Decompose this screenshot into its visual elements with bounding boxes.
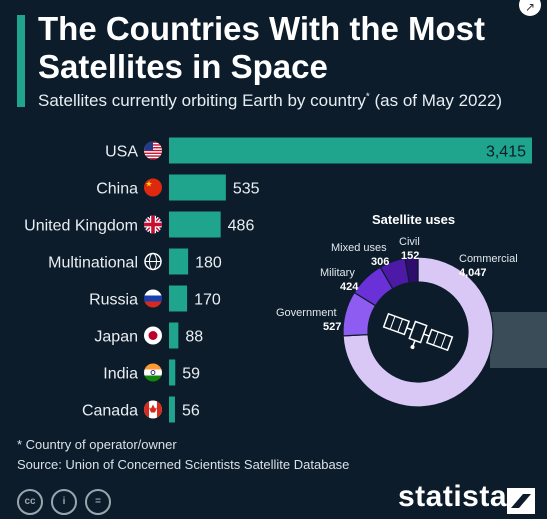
subtitle-footnote-marker: * bbox=[365, 91, 370, 103]
nd-icon[interactable]: = bbox=[85, 489, 111, 515]
footnote: * Country of operator/owner bbox=[17, 437, 177, 452]
svg-text:★: ★ bbox=[145, 180, 152, 189]
donut-label-civil: Civil bbox=[399, 236, 420, 248]
value-label: 535 bbox=[233, 181, 260, 198]
value-label: 59 bbox=[182, 366, 200, 383]
globe-icon bbox=[144, 252, 162, 271]
donut-background-band bbox=[490, 312, 547, 368]
category-label: Japan bbox=[94, 329, 138, 346]
category-label: Canada bbox=[82, 403, 138, 420]
russia-flag-icon bbox=[144, 289, 162, 308]
value-label: 3,415 bbox=[486, 144, 526, 161]
category-label: USA bbox=[105, 144, 138, 161]
source-note: Source: Union of Concerned Scientists Sa… bbox=[17, 457, 350, 472]
uk-flag-icon bbox=[144, 215, 162, 234]
category-label: Russia bbox=[89, 292, 138, 309]
value-label: 56 bbox=[182, 403, 200, 420]
bar-united-kingdom bbox=[169, 211, 221, 238]
donut-value-commercial: 4,047 bbox=[459, 267, 487, 279]
donut-slice-commercial bbox=[342, 256, 494, 408]
bar-canada bbox=[169, 396, 175, 423]
bar-india bbox=[169, 359, 176, 386]
bar-chart: USA 3,415 China ★ 535 United Kingdom 486 Multin… bbox=[24, 137, 532, 423]
cc-icon[interactable]: cc bbox=[17, 489, 43, 515]
donut-value-government: 527 bbox=[323, 321, 342, 333]
category-label: India bbox=[103, 366, 138, 383]
subtitle-date: (as of May 2022) bbox=[369, 91, 503, 110]
donut-label-military: Military bbox=[320, 267, 355, 279]
value-label: 170 bbox=[194, 292, 221, 309]
us-flag-icon bbox=[144, 141, 162, 160]
expand-icon[interactable]: ↗ bbox=[519, 0, 541, 16]
category-label: China bbox=[96, 181, 138, 198]
donut-value-mixed-uses: 306 bbox=[371, 256, 390, 268]
title-accent-bar bbox=[17, 15, 25, 107]
bar-usa bbox=[169, 137, 532, 164]
brand-logo-text[interactable]: statista bbox=[398, 480, 508, 513]
bar-multinational bbox=[169, 248, 189, 275]
donut-label-government: Government bbox=[276, 307, 337, 319]
chart-subtitle: Satellites currently orbiting Earth by c… bbox=[38, 91, 502, 111]
china-flag-icon: ★ bbox=[144, 178, 162, 197]
donut-value-civil: 152 bbox=[401, 250, 420, 262]
japan-flag-icon bbox=[144, 326, 162, 345]
donut-slice-civil bbox=[404, 256, 419, 284]
value-label: 180 bbox=[195, 255, 222, 272]
bar-china bbox=[169, 174, 226, 201]
donut-label-mixed-uses: Mixed uses bbox=[331, 242, 387, 254]
donut-label-commercial: Commercial bbox=[459, 253, 518, 265]
subtitle-text: Satellites currently orbiting Earth by c… bbox=[38, 91, 366, 110]
satellite-icon bbox=[382, 312, 454, 352]
value-label: 88 bbox=[185, 329, 203, 346]
bar-russia bbox=[169, 285, 188, 312]
india-flag-icon bbox=[144, 363, 162, 382]
canada-flag-icon bbox=[144, 400, 162, 419]
category-label: Multinational bbox=[48, 255, 138, 272]
by-icon[interactable]: i bbox=[51, 489, 77, 515]
donut-title: Satellite uses bbox=[372, 212, 456, 227]
chart-title: The Countries With the Most Satellites i… bbox=[38, 10, 486, 85]
statista-logo-icon bbox=[507, 488, 535, 514]
bar-japan bbox=[169, 322, 179, 349]
category-label: United Kingdom bbox=[24, 218, 138, 235]
donut-value-military: 424 bbox=[340, 281, 359, 293]
value-label: 486 bbox=[228, 218, 255, 235]
